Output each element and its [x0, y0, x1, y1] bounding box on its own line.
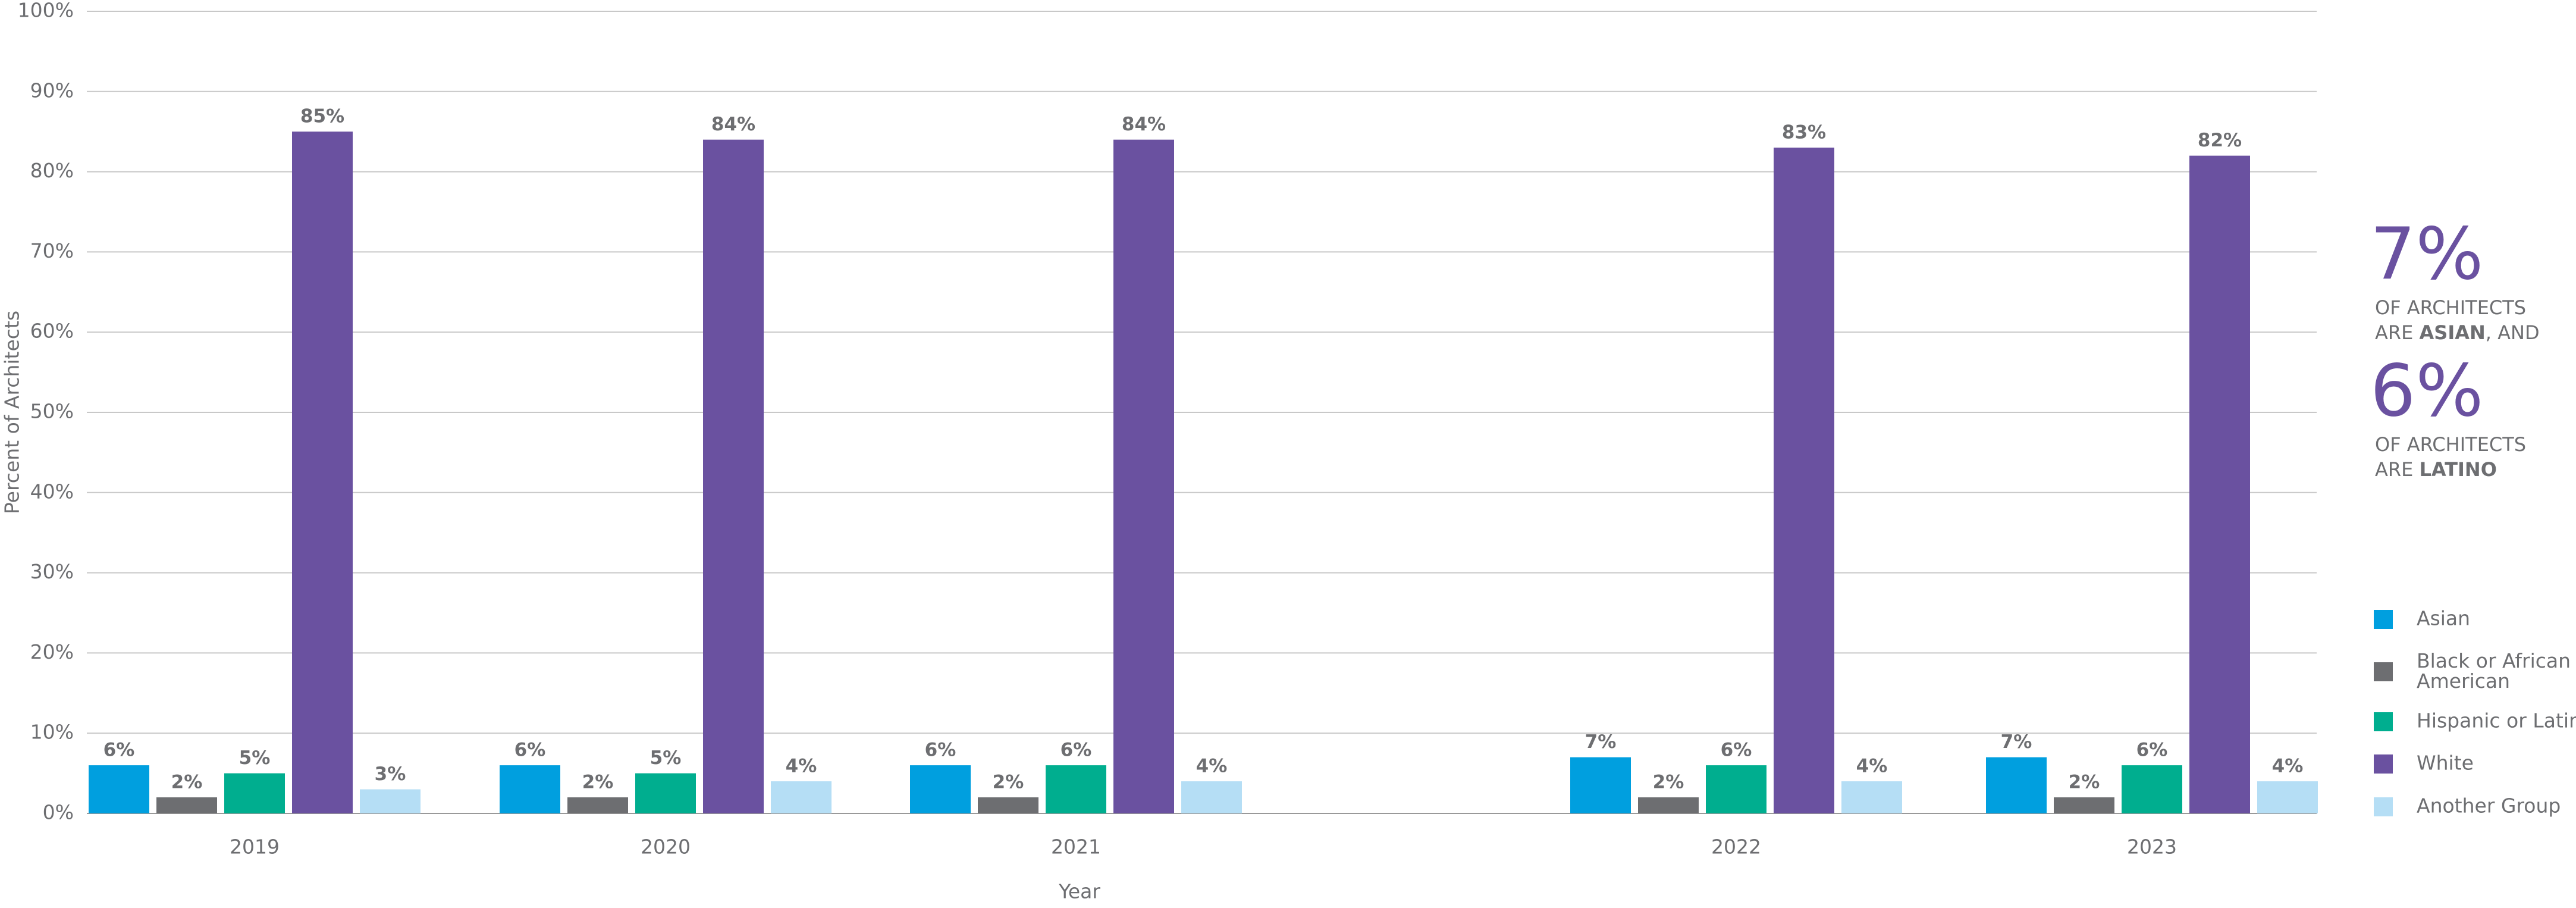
value-label: 7%: [1585, 731, 1617, 753]
y-tick-label: 50%: [30, 400, 74, 423]
bar: [703, 139, 764, 814]
bar: [1841, 781, 1902, 813]
bar: [910, 765, 971, 813]
annotation-line: OF ARCHITECTS: [2375, 433, 2526, 456]
value-label: 83%: [1782, 122, 1826, 143]
x-tick-label: 2019: [230, 835, 280, 859]
x-tick-label: 2020: [641, 835, 691, 859]
value-label: 6%: [1060, 740, 1092, 761]
bar: [1774, 148, 1834, 813]
y-tick-label: 30%: [30, 560, 74, 583]
bar: [2189, 155, 2250, 813]
x-axis-title: Year: [1058, 880, 1100, 903]
value-label: 85%: [300, 106, 344, 127]
bar: [2257, 781, 2318, 813]
legend-line: American: [2417, 669, 2510, 693]
legend-swatch: [2374, 754, 2393, 774]
value-label: 4%: [786, 756, 817, 777]
y-tick-label: 80%: [30, 159, 74, 182]
bar: [771, 781, 832, 813]
y-tick-label: 70%: [30, 239, 74, 262]
value-label: 6%: [514, 740, 546, 761]
legend-label: Hispanic or Latino: [2417, 709, 2576, 732]
bar: [1113, 139, 1174, 814]
bar: [2054, 797, 2114, 813]
value-label: 3%: [375, 763, 406, 785]
annotation-big: 6%: [2370, 350, 2483, 433]
bar: [360, 789, 421, 813]
value-label: 7%: [2001, 731, 2032, 753]
value-label: 2%: [993, 772, 1024, 793]
bar: [2122, 765, 2182, 813]
annotation-part: ARE: [2375, 458, 2420, 481]
y-tick-label: 60%: [30, 320, 74, 343]
bar: [635, 773, 696, 813]
bar: [156, 797, 217, 813]
bar: [567, 797, 628, 813]
value-label: 6%: [2136, 740, 2168, 761]
legend-label: Asian: [2417, 607, 2470, 630]
bar: [89, 765, 149, 813]
x-tick-label: 2022: [1711, 835, 1761, 859]
x-tick-label: 2023: [2127, 835, 2177, 859]
y-tick-label: 20%: [30, 640, 74, 663]
value-label: 84%: [1122, 114, 1166, 135]
value-label: 2%: [171, 772, 203, 793]
annotation-part: , AND: [2486, 321, 2540, 344]
y-tick-label: 10%: [30, 721, 74, 744]
annotation-part: ARE: [2375, 321, 2420, 344]
value-label: 6%: [1721, 740, 1752, 761]
y-tick-label: 40%: [30, 480, 74, 503]
value-label: 82%: [2198, 130, 2242, 151]
y-tick-label: 100%: [18, 0, 74, 22]
bar: [1046, 765, 1106, 813]
value-label: 4%: [2272, 756, 2304, 777]
value-label: 6%: [103, 740, 135, 761]
value-label: 4%: [1196, 756, 1228, 777]
bar: [1706, 765, 1767, 813]
y-axis-title: Percent of Architects: [1, 311, 24, 514]
annotation-part: ASIAN: [2420, 321, 2486, 344]
value-label: 2%: [582, 772, 614, 793]
bar: [224, 773, 285, 813]
bar: [1570, 757, 1631, 813]
legend-label: Another Group: [2417, 794, 2561, 818]
annotation-line: OF ARCHITECTS: [2375, 296, 2526, 319]
annotation-line: ARE ASIAN, AND: [2375, 321, 2540, 344]
y-tick-label: 0%: [43, 801, 74, 824]
y-tick-label: 90%: [30, 79, 74, 102]
legend-swatch: [2374, 662, 2393, 681]
legend-swatch: [2374, 610, 2393, 629]
annotation-part: LATINO: [2420, 458, 2497, 481]
bar: [1986, 757, 2047, 813]
bar: [292, 131, 353, 814]
bar: [978, 797, 1038, 813]
value-label: 4%: [1856, 756, 1888, 777]
bar: [1638, 797, 1699, 813]
bar: [500, 765, 560, 813]
legend-label: White: [2417, 752, 2474, 775]
legend-swatch: [2374, 797, 2393, 816]
value-label: 84%: [711, 114, 755, 135]
value-label: 6%: [925, 740, 956, 761]
value-label: 5%: [650, 747, 682, 769]
x-tick-label: 2021: [1051, 835, 1101, 859]
annotation-big: 7%: [2370, 214, 2483, 296]
legend-swatch: [2374, 712, 2393, 731]
legend-line: Black or African: [2417, 649, 2571, 672]
value-label: 2%: [1653, 772, 1684, 793]
annotation-line: ARE LATINO: [2375, 458, 2497, 481]
legend-label: Black or African American: [2417, 649, 2571, 693]
value-label: 5%: [239, 747, 271, 769]
value-label: 2%: [2069, 772, 2100, 793]
bar: [1181, 781, 1242, 813]
